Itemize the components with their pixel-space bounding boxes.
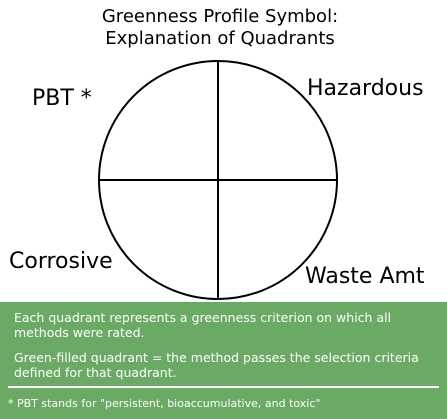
diagram-title: Greenness Profile Symbol: Explanation of… <box>0 6 440 50</box>
title-line-2: Explanation of Quadrants <box>105 28 335 49</box>
quadrant-label-hazardous: Hazardous <box>307 76 424 101</box>
pbt-footnote: * PBT stands for "persistent, bioaccumul… <box>8 397 321 410</box>
quadrant-label-waste-amt: Waste Amt <box>305 264 425 289</box>
panel-divider <box>8 386 439 388</box>
quadrant-label-corrosive: Corrosive <box>9 249 113 274</box>
explanation-quadrant-criterion: Each quadrant represents a greenness cri… <box>14 310 392 340</box>
explanation-green-filled: Green-filled quadrant = the method passe… <box>14 350 419 380</box>
quadrant-label-pbt: PBT * <box>32 86 92 111</box>
greenness-symbol <box>98 60 338 300</box>
diagram-area: Greenness Profile Symbol: Explanation of… <box>0 6 440 300</box>
explanation-panel: Each quadrant represents a greenness cri… <box>0 302 447 419</box>
title-line-1: Greenness Profile Symbol: <box>101 6 339 27</box>
